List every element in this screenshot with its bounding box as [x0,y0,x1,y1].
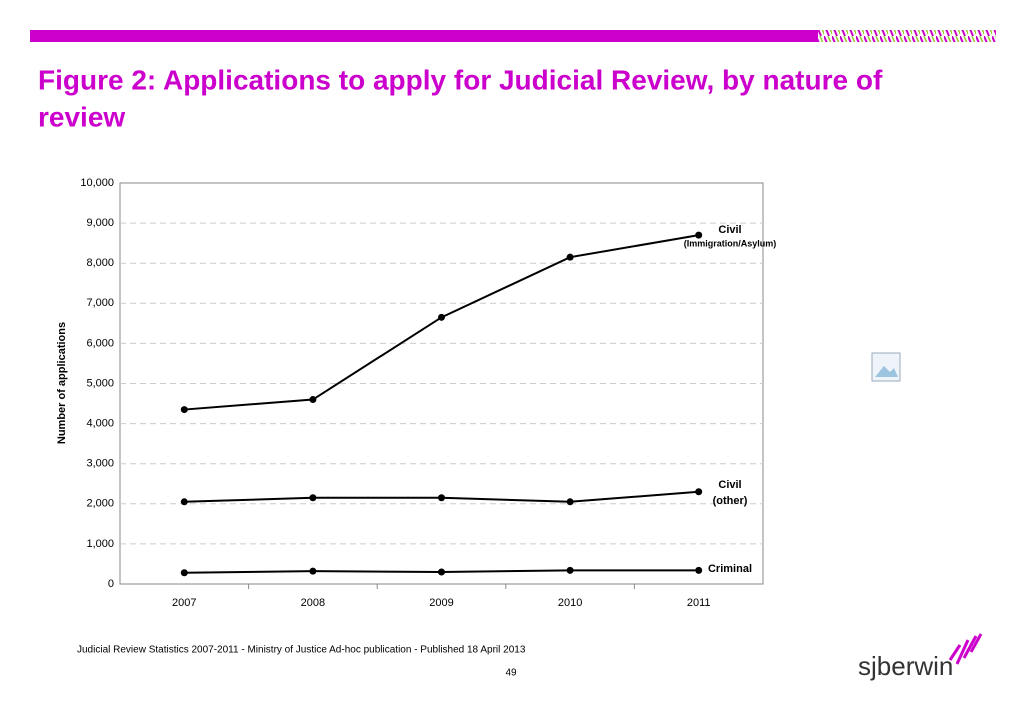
header-bar [30,30,818,42]
image-icon [871,352,901,382]
y-tick-label: 2,000 [86,498,114,510]
y-tick-label: 10,000 [80,177,114,189]
y-tick-label: 8,000 [86,257,114,269]
data-point [566,253,574,261]
x-tick-label: 2009 [429,597,453,609]
data-point [566,566,574,574]
data-point [695,488,703,496]
series-label: Civil [718,479,741,491]
slide-title: review [38,101,125,132]
y-tick-label: 1,000 [86,538,114,550]
data-point [438,313,445,321]
series-sublabel: (Immigration/Asylum) [684,238,777,248]
data-point [438,568,445,576]
data-point [180,498,188,506]
y-tick-label: 7,000 [86,297,114,309]
footnote: Judicial Review Statistics 2007-2011 - M… [77,645,526,656]
x-tick-label: 2010 [558,597,582,609]
y-tick-label: 0 [108,578,114,590]
x-tick-label: 2007 [172,597,196,609]
x-tick-label: 2008 [301,597,325,609]
data-point [695,566,703,574]
data-point [695,231,703,239]
data-point [438,494,445,502]
logo-mark [948,633,983,665]
y-tick-label: 9,000 [86,217,114,229]
y-tick-label: 6,000 [86,337,114,349]
series-label: Civil [718,224,741,236]
y-tick-label: 4,000 [86,418,114,430]
slide-title: Figure 2: Applications to apply for Judi… [38,64,883,95]
data-point [180,569,188,577]
page-number: 49 [505,668,517,679]
data-point [566,498,574,506]
series-label: Criminal [708,563,752,575]
header-hatch [818,30,996,42]
y-tick-label: 3,000 [86,458,114,470]
data-point [309,567,317,575]
series-sublabel: (other) [713,495,748,507]
data-point [180,406,188,414]
y-axis-label: Number of applications [56,322,68,444]
data-point [309,396,317,404]
logo: sjberwin [858,651,953,681]
data-point [309,494,317,502]
x-tick-label: 2011 [687,597,711,609]
y-tick-label: 5,000 [86,377,114,389]
